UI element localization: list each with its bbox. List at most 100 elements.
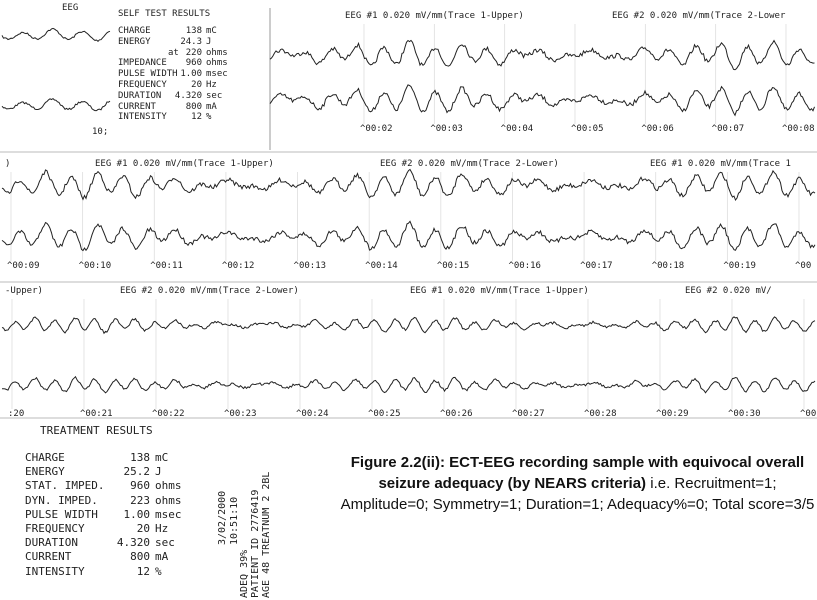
- time-mark: ^00:15: [436, 261, 470, 271]
- time-mark: ^00:27: [512, 409, 545, 419]
- treatment-label: STAT. IMPED.: [25, 479, 105, 493]
- treatment-unit: msec: [155, 507, 182, 521]
- result-unit: mC: [206, 26, 217, 36]
- treatment-value: 25.2: [123, 465, 151, 479]
- treatment-value: 138: [130, 451, 150, 464]
- stamp: 10:51:10: [229, 496, 240, 545]
- result-unit: ohms: [206, 58, 228, 69]
- treatment-unit: Hz: [155, 522, 169, 535]
- treatment-label: DYN. IMPED.: [25, 493, 98, 507]
- result-unit: %: [206, 112, 212, 123]
- time-mark: ^00:22: [152, 409, 185, 419]
- panel-footer: 10;: [92, 127, 109, 137]
- treatment-label: CHARGE: [25, 451, 65, 464]
- result-unit: sec: [206, 90, 223, 101]
- caption-bold: Figure 2.2(ii): ECT-EEG recording sample…: [350, 454, 805, 492]
- time-mark: ^00:08: [782, 124, 815, 134]
- treatment-value: 4.320: [116, 536, 150, 550]
- result-label: DURATION: [118, 90, 162, 101]
- time-mark: ^00:10: [78, 261, 112, 271]
- treatment-label: FREQUENCY: [25, 522, 85, 535]
- caption: Figure 2.2(ii): ECT-EEG recording sample…: [340, 452, 815, 515]
- result-unit: J: [206, 36, 212, 47]
- result-label: IMPEDANCE: [118, 58, 167, 69]
- result-label: PULSE WIDTH: [118, 69, 178, 80]
- time-mark: :20: [8, 409, 25, 419]
- result-value: 800: [185, 101, 202, 112]
- channel-header: EEG #1 0.020 mV/mm(Trace 1: [650, 159, 791, 169]
- result-value: 12: [191, 112, 202, 123]
- time-mark: ^00:30: [728, 409, 761, 419]
- result-value: 138: [185, 26, 202, 36]
- result-unit: ohms: [206, 47, 228, 58]
- time-mark: ^00: [795, 261, 812, 271]
- result-label: FREQUENCY: [118, 80, 167, 90]
- time-mark: ^00:16: [508, 261, 541, 271]
- treatment-label: ENERGY: [25, 465, 65, 479]
- result-value: 1.00: [180, 69, 202, 80]
- time-mark: ^00:02: [360, 124, 393, 134]
- time-mark: ^00:09: [7, 261, 40, 271]
- time-mark: ^00:23: [224, 409, 257, 419]
- result-value: 960: [185, 58, 202, 69]
- treatment-label: INTENSITY: [25, 564, 85, 578]
- time-mark: ^00:04: [500, 124, 534, 134]
- channel-header: EEG #2 0.020 mV/: [685, 286, 772, 296]
- eeg-trace: [269, 84, 815, 117]
- time-mark: ^00;: [800, 409, 817, 419]
- channel-header: EEG #1 0.020 mV/mm(Trace 1-Upper): [95, 159, 274, 169]
- result-unit: Hz: [206, 80, 217, 90]
- result-unit: msec: [206, 69, 228, 80]
- treatment-unit: ohms: [155, 479, 182, 493]
- channel-header: EEG #2 0.020 mV/mm(Trace 2-Lower): [120, 286, 299, 296]
- treatment-value: 800: [130, 550, 150, 564]
- treatment-value: 1.00: [123, 507, 151, 521]
- result-value: 24.3: [180, 36, 202, 47]
- result-label: ENERGY: [118, 36, 151, 47]
- time-mark: ^00:26: [440, 409, 473, 419]
- eeg-trace: [1, 27, 111, 42]
- channel-header: EEG #2 0.020 mV/mm(Trace 2-Lower: [612, 11, 786, 21]
- channel-header: ): [5, 159, 11, 169]
- treatment-unit: mA: [155, 550, 169, 564]
- eeg-trace: [1, 168, 816, 202]
- result-label: at: [168, 47, 179, 58]
- eeg-trace: [1, 220, 816, 252]
- channel-header: EEG #2 0.020 mV/mm(Trace 2-Lower): [380, 159, 559, 169]
- patient-info: AGE 48 TREATNUM 2 2BL: [261, 471, 272, 598]
- result-value: 220: [185, 47, 202, 58]
- time-mark: ^00:17: [580, 261, 613, 271]
- treatment-value: 223: [130, 493, 150, 507]
- treatment-value: 20: [136, 522, 150, 535]
- stamp: 3/02/2000: [217, 490, 228, 545]
- time-mark: ^00:28: [584, 409, 617, 419]
- treatment-value: 960: [130, 479, 150, 493]
- channel-header: EEG #1 0.020 mV/mm(Trace 1-Upper): [410, 286, 589, 296]
- result-label: INTENSITY: [118, 112, 167, 123]
- time-mark: ^00:24: [296, 409, 329, 419]
- treatment-unit: sec: [155, 536, 175, 550]
- result-value: 20: [191, 80, 202, 90]
- time-mark: ^00:21: [80, 409, 113, 419]
- result-label: CURRENT: [118, 101, 156, 112]
- treatment-label: DURATION: [25, 536, 78, 550]
- time-mark: ^00:05: [571, 124, 604, 134]
- time-mark: ^00:19: [723, 261, 756, 271]
- time-mark: ^00:12: [221, 261, 255, 271]
- treatment-value: 12: [136, 564, 150, 578]
- time-mark: ^00:03: [430, 124, 463, 134]
- time-mark: ^00:07: [711, 124, 745, 134]
- panel-title: SELF TEST RESULTS: [118, 9, 211, 19]
- eeg-trace: [1, 97, 111, 112]
- result-value: 4.320: [174, 90, 202, 101]
- time-mark: ^00:06: [641, 124, 674, 134]
- result-label: CHARGE: [118, 26, 151, 36]
- patient-info: ADEQ 39%: [239, 549, 250, 598]
- treatment-title: TREATMENT RESULTS: [40, 424, 153, 437]
- time-mark: ^00:29: [656, 409, 689, 419]
- time-mark: ^00:13: [293, 261, 327, 271]
- eeg-trace: [2, 375, 816, 394]
- time-mark: ^00:11: [150, 261, 183, 271]
- caption-text: i.e. Recruitment=1; Amplitude=0; Symmetr…: [340, 475, 815, 513]
